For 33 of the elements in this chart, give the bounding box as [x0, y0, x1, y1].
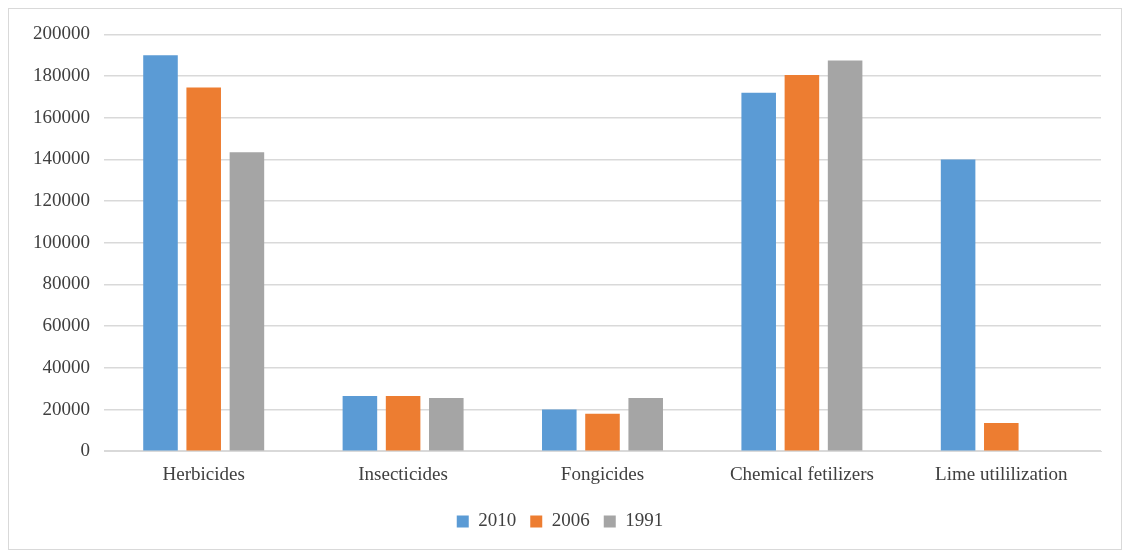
legend-label: 2010	[478, 509, 517, 531]
y-tick-label: 200000	[33, 22, 90, 44]
y-tick-label: 160000	[33, 105, 90, 127]
y-tick-label: 120000	[33, 189, 90, 211]
x-tick-label: Chemical fetilizers	[729, 462, 874, 484]
bar	[628, 398, 663, 451]
bar	[429, 398, 464, 451]
x-tick-label: Herbicides	[162, 462, 245, 484]
bar	[827, 60, 863, 451]
y-tick-label: 60000	[42, 314, 90, 336]
bar	[984, 423, 1019, 451]
y-tick-label: 0	[80, 439, 90, 461]
bar	[342, 395, 378, 451]
bar	[585, 413, 620, 451]
legend-label: 2006	[551, 509, 590, 531]
y-tick-label: 80000	[42, 272, 90, 294]
y-tick-label: 100000	[33, 230, 90, 252]
x-tick-label: Fongicides	[560, 462, 645, 484]
bar	[940, 159, 976, 451]
x-tick-label: Lime utililization	[935, 462, 1069, 484]
y-tick-label: 140000	[33, 147, 90, 169]
bar	[186, 87, 221, 451]
bar	[542, 409, 577, 451]
bar	[741, 92, 776, 451]
x-tick-label: Insecticides	[358, 462, 448, 484]
y-tick-label: 180000	[33, 64, 90, 86]
y-tick-label: 40000	[42, 355, 90, 377]
bar	[784, 75, 820, 451]
bar	[385, 395, 421, 451]
bar	[229, 152, 265, 451]
y-tick-label: 20000	[42, 397, 90, 419]
legend-label: 1991	[625, 509, 664, 531]
bar	[143, 55, 178, 451]
